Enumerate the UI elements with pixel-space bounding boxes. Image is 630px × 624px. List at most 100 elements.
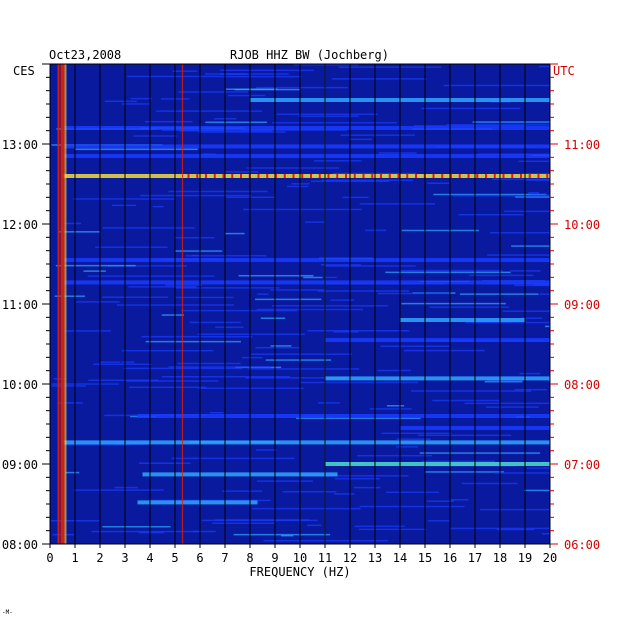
right-timezone-label: UTC: [553, 64, 575, 78]
noise-streak: [63, 222, 82, 225]
band-peak-dot: [213, 174, 216, 178]
noise-streak: [318, 402, 340, 404]
noise-streak: [280, 534, 294, 537]
noise-streak: [127, 380, 219, 382]
noise-streak: [358, 528, 427, 531]
noise-streak: [175, 296, 234, 299]
noise-streak: [528, 192, 540, 194]
noise-streak: [472, 121, 550, 123]
noise-streak: [57, 402, 83, 404]
x-tick-label: 2: [96, 551, 103, 565]
noise-streak: [241, 129, 347, 131]
noise-streak: [245, 377, 346, 379]
horizontal-band: [142, 472, 338, 477]
noise-streak: [256, 86, 348, 89]
band-peak-dot: [450, 174, 452, 178]
x-tick-label: 12: [343, 551, 357, 565]
noise-streak: [111, 204, 136, 207]
noise-streak: [192, 530, 216, 533]
noise-streak: [429, 306, 510, 308]
noise-streak: [130, 97, 153, 100]
right-time-label: 10:00: [564, 218, 600, 232]
noise-streak: [443, 84, 550, 87]
noise-streak: [381, 432, 452, 435]
band-peak-dot: [345, 174, 347, 178]
band-peak-dot: [467, 174, 470, 178]
noise-streak: [65, 471, 80, 474]
noise-streak: [250, 353, 352, 355]
noise-streak: [419, 452, 541, 454]
noise-streak: [178, 91, 248, 93]
noise-streak: [179, 130, 273, 132]
noise-streak: [298, 115, 359, 117]
band-peak-dot: [371, 174, 374, 178]
noise-streak: [141, 335, 253, 338]
noise-streak: [484, 380, 523, 383]
noise-streak: [243, 208, 362, 211]
noise-streak: [414, 125, 527, 127]
noise-streak: [152, 205, 164, 208]
noise-streak: [225, 171, 259, 173]
noise-streak: [260, 317, 286, 320]
noise-streak: [102, 525, 171, 528]
x-tick-label: 5: [171, 551, 178, 565]
band-peak-dot: [485, 174, 487, 178]
noise-streak: [76, 301, 120, 303]
noise-streak: [75, 148, 198, 151]
noise-streak: [496, 528, 535, 531]
horizontal-band: [62, 258, 550, 262]
noise-streak: [140, 194, 252, 197]
noise-streak: [514, 284, 550, 287]
noise-streak: [87, 275, 215, 277]
noise-streak: [209, 411, 224, 414]
band-peak-dot: [520, 174, 522, 178]
noise-streak: [518, 160, 550, 163]
noise-streak: [62, 330, 111, 332]
band-peak-dot: [528, 174, 531, 178]
noise-streak: [544, 325, 550, 328]
axes: 0 1 2 3 4 5 6 7 8 9 10 11 12 13 14 15 16 17 18 19 2008:0009:…: [2, 63, 600, 565]
noise-streak: [233, 533, 331, 536]
noise-streak: [121, 103, 150, 105]
noise-streak: [55, 264, 136, 267]
noise-streak: [334, 493, 355, 495]
x-tick-label: 14: [393, 551, 407, 565]
band-peak-dot: [537, 174, 540, 178]
band-peak-dot: [318, 174, 321, 178]
left-time-label: 12:00: [2, 218, 38, 232]
x-tick-label: 19: [518, 551, 532, 565]
left-time-label: 09:00: [2, 458, 38, 472]
footnote-mark: -M-: [2, 609, 13, 616]
noise-streak: [411, 390, 532, 392]
noise-streak: [51, 385, 86, 387]
noise-streak: [128, 286, 197, 288]
noise-streak: [469, 274, 534, 277]
horizontal-band: [62, 440, 550, 445]
noise-streak: [255, 346, 300, 349]
noise-streak: [144, 120, 193, 123]
noise-streak: [104, 100, 137, 103]
noise-streak: [175, 287, 280, 289]
noise-streak: [526, 467, 550, 469]
x-tick-label: 9: [271, 551, 278, 565]
noise-streak: [490, 232, 550, 234]
noise-streak: [198, 131, 286, 133]
noise-streak: [121, 361, 135, 363]
noise-streak: [161, 314, 184, 316]
noise-streak: [325, 265, 416, 267]
band-peak-dot: [336, 174, 339, 178]
noise-streak: [464, 402, 550, 405]
noise-streak: [459, 293, 539, 295]
band-peak-dot: [275, 174, 277, 178]
noise-streak: [539, 293, 550, 295]
noise-streak: [53, 378, 67, 380]
right-time-label: 07:00: [564, 458, 600, 472]
band-peak-dot: [187, 174, 190, 178]
noise-streak: [333, 331, 359, 333]
noise-streak: [313, 160, 362, 162]
band-peak-dot: [511, 174, 514, 178]
continuous-line: [60, 64, 65, 544]
band-peak-dot: [266, 174, 269, 178]
noise-streak: [251, 507, 361, 510]
noise-streak: [342, 196, 369, 199]
